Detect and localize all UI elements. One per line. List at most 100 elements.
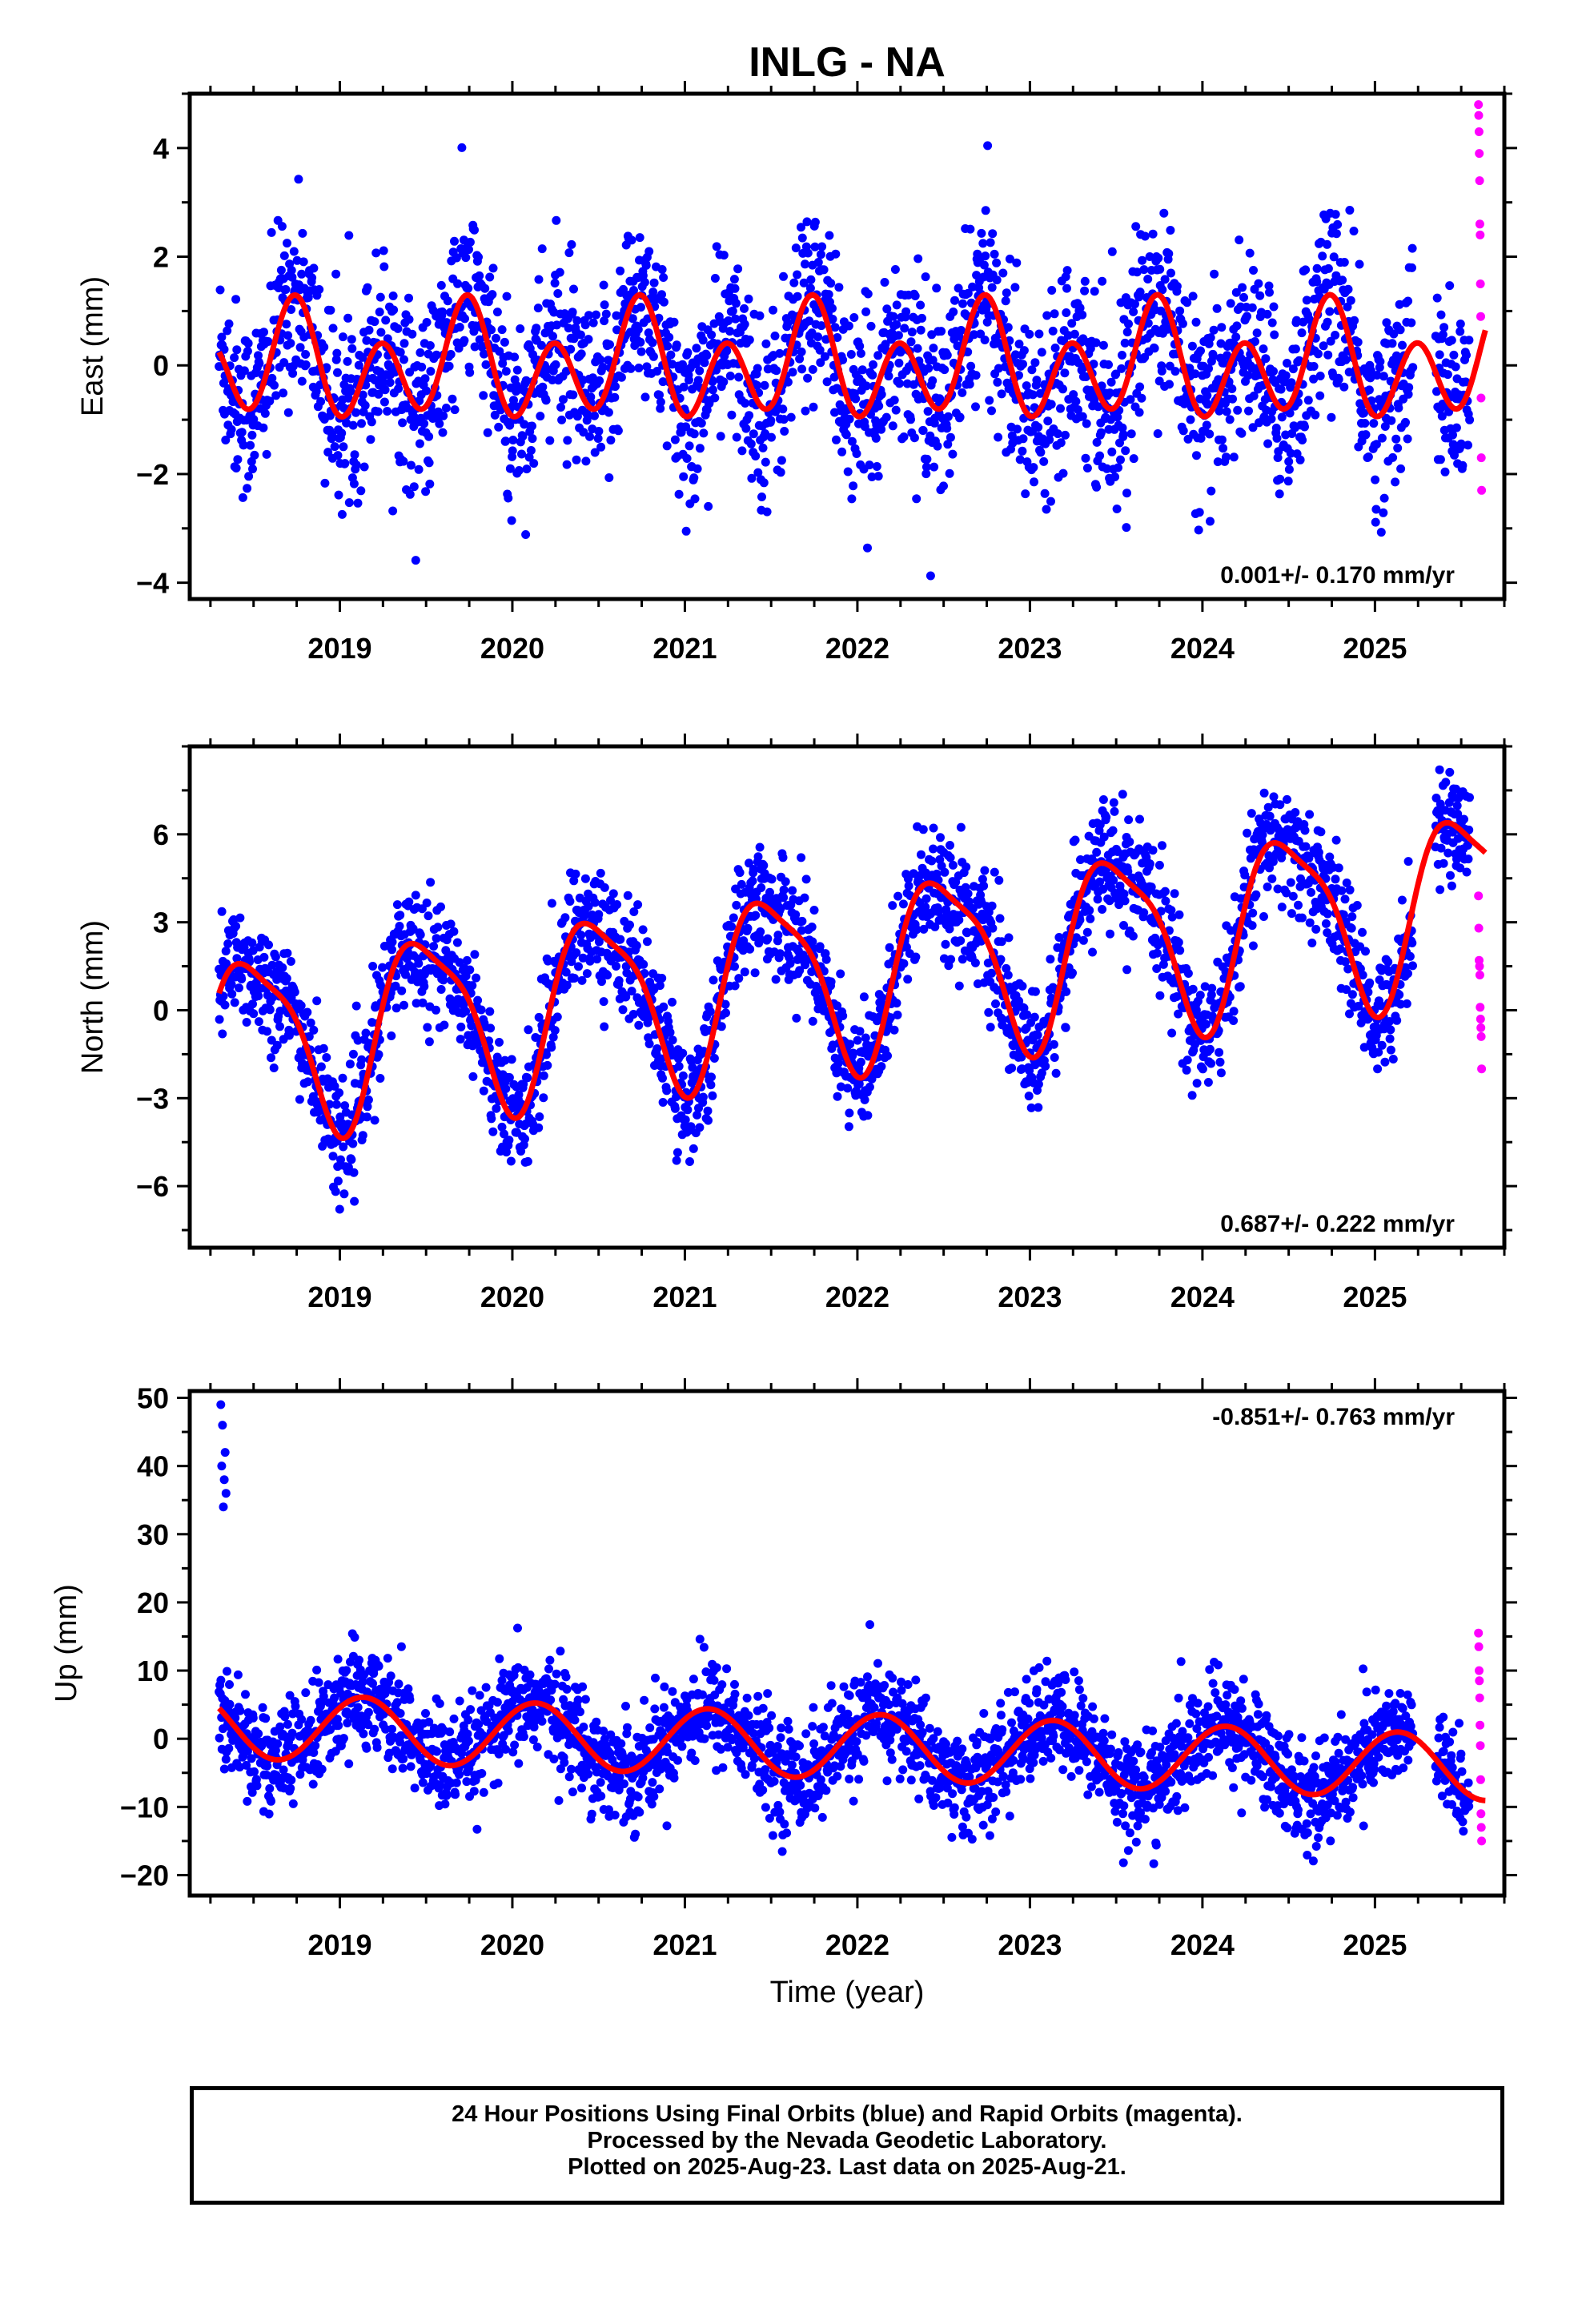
east-y-tick-label: 2 [153,241,169,274]
east-final-point [849,313,859,322]
east-final-point [409,482,419,492]
east-final-point [753,364,762,373]
north-final-point [946,853,955,862]
north-final-point [1268,857,1278,866]
north-final-point [1305,810,1315,819]
north-final-point [1034,1080,1043,1089]
east-final-point [1331,210,1340,219]
north-final-point [1203,1078,1213,1087]
north-final-point [1174,1009,1183,1019]
east-final-point [1061,430,1070,440]
east-final-point [424,432,434,441]
east-final-point [330,442,339,452]
north-final-point [330,1081,339,1091]
east-final-point [824,290,833,300]
east-final-point [371,248,381,258]
east-final-point [1071,396,1081,406]
north-final-point [303,1007,312,1017]
east-final-point [1341,355,1351,364]
north-final-point [572,948,581,958]
east-final-point [1140,231,1150,241]
east-final-point [1440,467,1450,476]
east-final-point [1226,299,1235,308]
east-final-point [1432,293,1442,303]
north-final-point [1380,1057,1390,1067]
east-final-point [783,377,793,387]
east-final-point [1129,454,1138,464]
north-final-point [338,1073,347,1083]
north-final-point [487,1114,496,1124]
north-final-point [1068,968,1077,978]
east-final-point [613,426,623,436]
east-final-point [977,228,986,238]
east-final-point [912,494,921,504]
north-final-point [917,850,926,859]
east-final-point [1092,482,1102,492]
east-final-point [1259,344,1268,354]
east-final-point [514,466,524,475]
east-final-point [851,394,861,404]
east-final-point [450,405,460,415]
east-final-point [1398,340,1407,350]
north-final-point [227,979,236,989]
east-final-point [971,371,981,380]
north-final-point [1259,788,1269,798]
east-final-point [978,239,988,248]
east-final-point [943,440,953,449]
east-final-point [470,225,479,235]
north-final-point [1347,990,1357,999]
east-rapid-point [1476,230,1485,239]
east-final-point [1396,464,1406,473]
east-final-point [1124,320,1133,328]
east-final-point [821,352,829,361]
north-final-point [612,962,620,971]
east-final-point [576,349,586,359]
east-final-point [533,304,543,313]
north-final-point [807,923,817,931]
north-final-point [404,897,414,907]
east-final-point [1439,323,1449,332]
east-final-point [679,472,689,481]
east-final-point [838,355,848,364]
east-final-point [1058,384,1067,394]
east-final-point [550,279,560,287]
east-final-point [518,432,528,441]
east-final-point [1380,422,1390,431]
east-final-point [1118,423,1127,432]
east-final-point [455,323,464,332]
east-final-point [670,435,680,444]
east-final-point [246,440,255,450]
east-final-point [374,389,383,399]
east-final-point [1379,508,1388,517]
east-final-point [834,283,844,292]
east-final-point [828,304,837,313]
east-final-point [583,411,592,420]
north-final-point [616,935,625,944]
north-final-point [304,1031,314,1041]
east-final-point [1319,341,1328,351]
east-final-point [852,449,861,458]
north-final-point [223,939,233,948]
east-final-point [805,283,815,293]
east-final-point [552,215,561,225]
north-final-point [267,1053,275,1063]
east-final-point [1264,281,1274,291]
east-final-point [414,464,424,474]
east-final-point [1360,419,1370,428]
east-final-point [815,345,825,355]
east-final-point [572,455,581,464]
east-final-point [350,450,359,460]
north-final-point [335,1204,344,1214]
north-final-point [1198,1064,1207,1074]
east-final-point [1323,350,1333,360]
east-final-point [1314,349,1323,359]
north-final-point [1341,957,1350,967]
east-final-point [1232,321,1242,331]
north-final-point [954,915,964,925]
east-final-point [1013,424,1022,434]
north-final-point [547,899,556,908]
north-final-point [440,1020,449,1030]
east-final-point [1126,429,1136,439]
north-final-point [898,899,908,909]
east-final-point [1090,287,1099,296]
